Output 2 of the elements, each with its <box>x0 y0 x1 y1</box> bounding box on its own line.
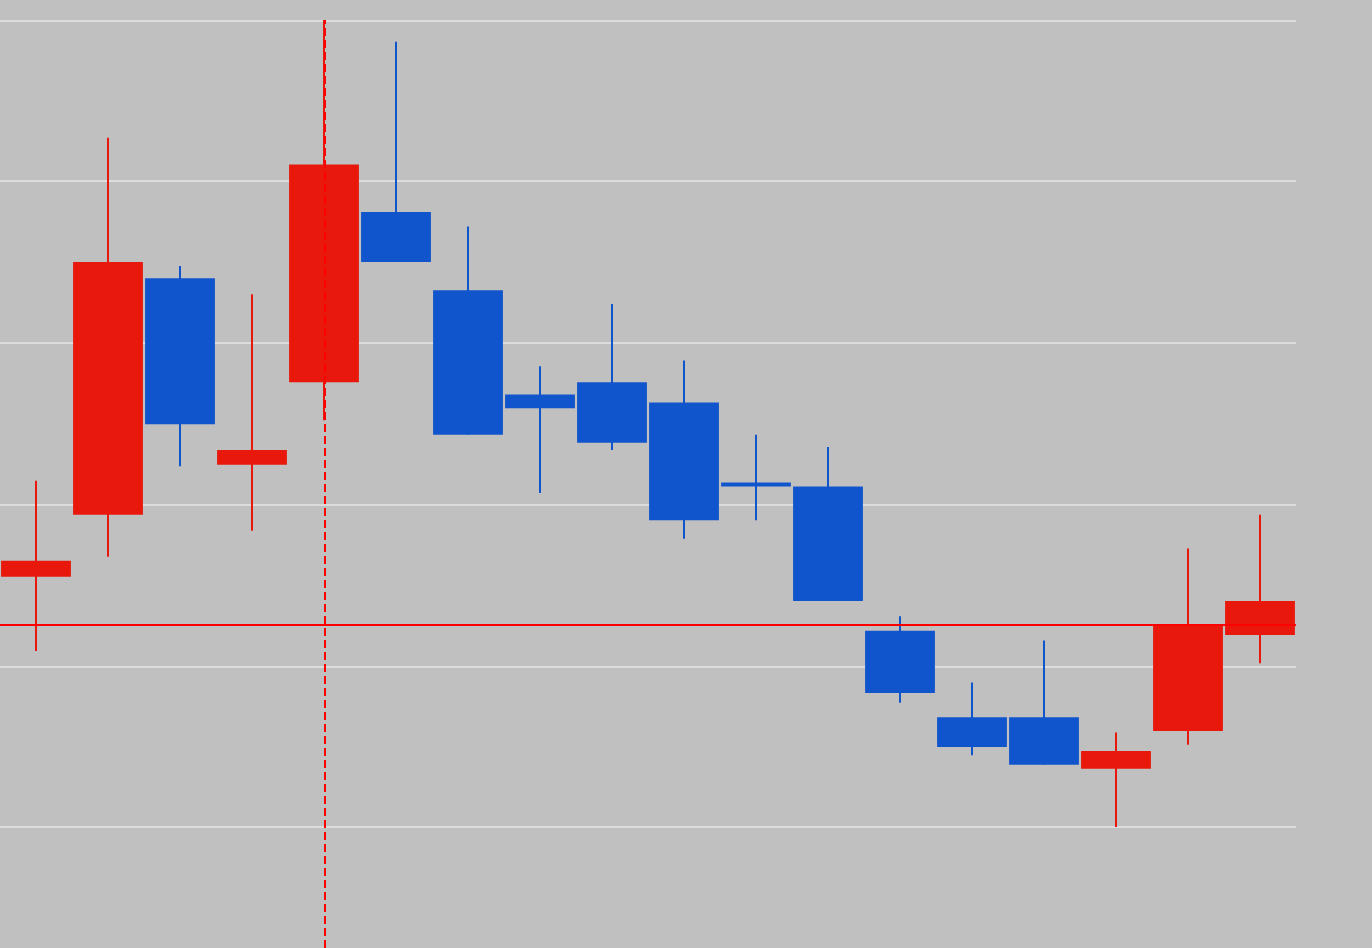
candlestick <box>217 293 287 532</box>
candlestick <box>1 479 71 653</box>
